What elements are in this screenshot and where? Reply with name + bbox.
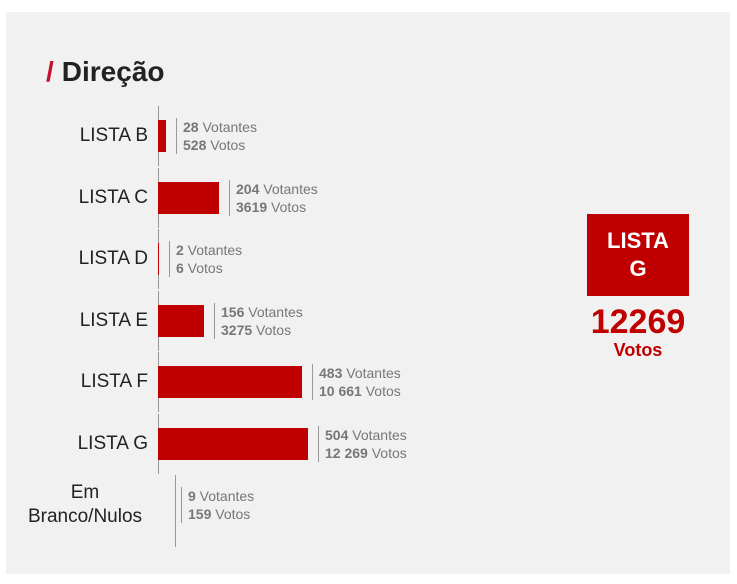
category-label: LISTA F [80, 371, 148, 392]
bar [158, 182, 219, 214]
bar [158, 120, 166, 152]
winner-votes-number: 12269 [590, 303, 686, 341]
bar [158, 243, 159, 275]
data-label: 504 Votantes 12 269 Votos [318, 426, 407, 462]
data-label: 28 Votantes 528 Votos [176, 118, 257, 154]
category-label: LISTA E [79, 310, 148, 331]
chart-title: / Direção [46, 56, 165, 88]
bar [158, 305, 204, 337]
category-label: Em Branco/Nulos [27, 482, 143, 527]
data-label: 9 Votantes 159 Votos [181, 487, 254, 523]
title-text: Direção [61, 56, 165, 87]
data-label: 2 Votantes 6 Votos [169, 241, 242, 277]
winner-votes: 12269 Votos [580, 304, 696, 360]
title-slash: / [46, 56, 54, 87]
category-label: LISTA B [79, 125, 148, 146]
axis-line [175, 475, 176, 547]
category-label: LISTA C [78, 187, 148, 208]
winner-name: LISTA G [607, 228, 669, 281]
data-label: 204 Votantes 3619 Votos [229, 180, 318, 216]
category-label: LISTA D [78, 248, 148, 269]
data-label: 156 Votantes 3275 Votos [214, 303, 303, 339]
bar [158, 366, 302, 398]
bar [158, 428, 308, 460]
winner-votes-unit: Votos [613, 340, 663, 360]
winner-badge: LISTA G [587, 214, 689, 296]
category-label: LISTA G [77, 433, 148, 454]
data-label: 483 Votantes 10 661 Votos [312, 364, 401, 400]
